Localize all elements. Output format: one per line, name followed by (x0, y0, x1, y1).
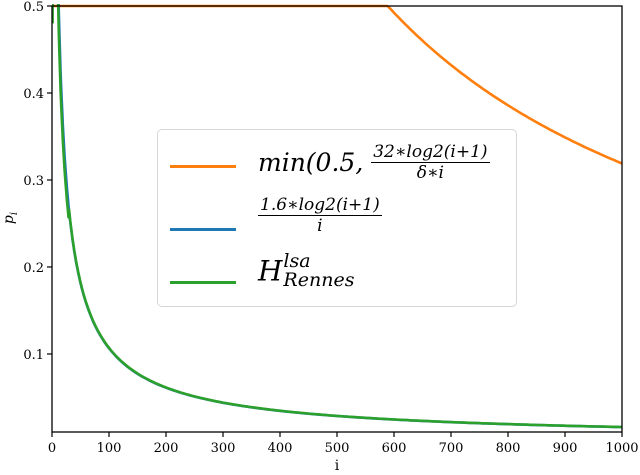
fraction-numerator: 32∗log2(i+1) (371, 142, 490, 163)
legend: min(0.5, 32∗log2(i+1) δ∗i 1.6∗log2(i+1) … (157, 129, 517, 307)
y-axis-label-base: p (1, 215, 17, 224)
legend-prefix: min(0.5, (258, 148, 372, 177)
x-tick-label: 500 (325, 441, 350, 456)
legend-swatch-orange (170, 165, 236, 168)
x-tick-label: 200 (154, 441, 179, 456)
legend-swatch-blue (170, 228, 236, 231)
fraction-numerator: 1.6∗log2(i+1) (258, 195, 382, 216)
x-tick-label: 1000 (605, 441, 638, 456)
x-tick-label: 100 (97, 441, 122, 456)
legend-fraction: 1.6∗log2(i+1) i (258, 195, 382, 236)
legend-label-orange: min(0.5, 32∗log2(i+1) δ∗i (258, 142, 490, 183)
legend-supsub: lsa Rennes (283, 252, 354, 290)
x-tick-label: 600 (382, 441, 407, 456)
legend-base-symbol: H (258, 254, 283, 288)
legend-item-green: H lsa Rennes (158, 248, 516, 302)
y-tick-label: 0.5 (23, 0, 44, 15)
legend-label-blue: 1.6∗log2(i+1) i (258, 195, 382, 236)
x-tick-label: 700 (439, 441, 464, 456)
y-axis-label-sub: i (9, 212, 20, 215)
legend-item-orange: min(0.5, 32∗log2(i+1) δ∗i (158, 140, 516, 190)
x-tick-label: 800 (496, 441, 521, 456)
legend-fraction: 32∗log2(i+1) δ∗i (371, 142, 490, 183)
y-tick-label: 0.1 (23, 348, 44, 363)
x-tick-label: 400 (268, 441, 293, 456)
legend-label-green: H lsa Rennes (258, 252, 354, 290)
y-tick-label: 0.4 (23, 87, 44, 102)
green-series-line (52, 4, 622, 429)
legend-item-blue: 1.6∗log2(i+1) i (158, 194, 516, 244)
legend-superscript: lsa (283, 250, 311, 272)
legend-swatch-green (170, 281, 236, 284)
x-tick-label: 0 (48, 441, 56, 456)
svg-text:pi: pi (1, 212, 20, 224)
x-axis-label: i (335, 458, 340, 474)
y-tick-label: 0.3 (23, 174, 44, 189)
x-tick-label: 900 (553, 441, 578, 456)
fraction-denominator: δ∗i (416, 163, 444, 183)
y-axis-label: pi (1, 212, 20, 224)
y-tick-label: 0.2 (23, 261, 44, 276)
y-axis-ticks: 0.1 0.2 0.3 0.4 0.5 (23, 0, 52, 363)
x-tick-label: 300 (211, 441, 236, 456)
x-axis-ticks: 0 100 200 300 400 500 600 700 800 900 1000 (48, 432, 639, 456)
legend-subscript: Rennes (283, 269, 355, 291)
fraction-denominator: i (317, 216, 323, 236)
